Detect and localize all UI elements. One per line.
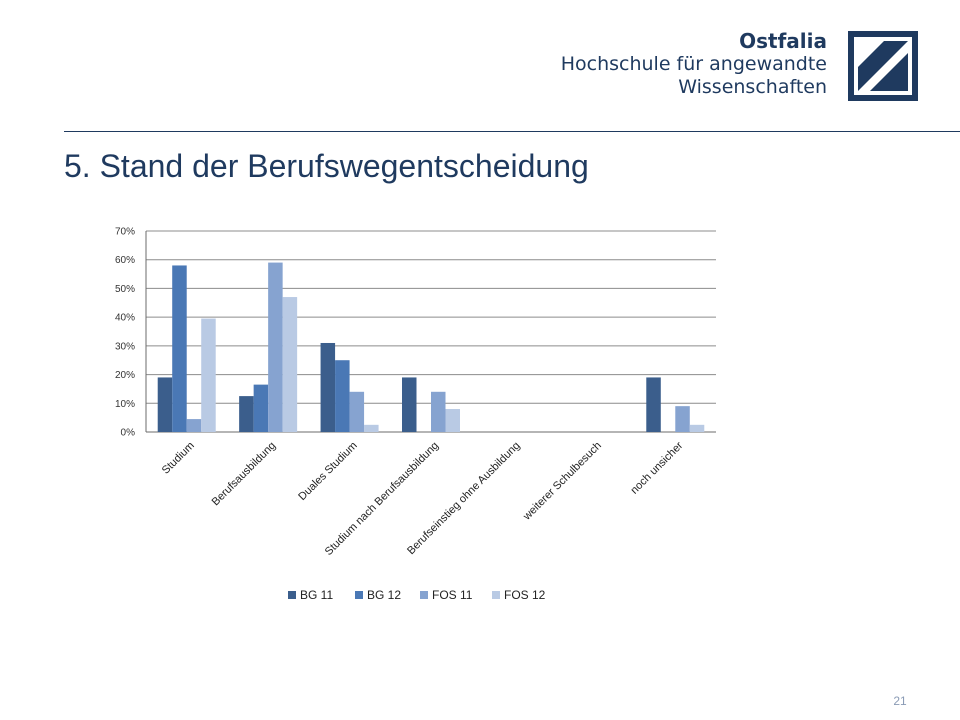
x-tick-label: Berufsausbildung xyxy=(210,440,279,509)
x-tick-label: Duales Studium xyxy=(296,440,359,503)
x-tick-label: noch unsicher xyxy=(628,439,685,496)
y-tick-label: 20% xyxy=(115,370,135,381)
bar-fos-11 xyxy=(268,262,283,432)
bar-fos-12 xyxy=(201,318,216,432)
bar-fos-11 xyxy=(675,406,690,432)
bar-bg-11 xyxy=(402,377,417,432)
legend-label: BG 12 xyxy=(367,588,401,602)
bar-fos-12 xyxy=(445,409,460,432)
legend-label: FOS 11 xyxy=(432,588,473,602)
logo-name: Ostfalia xyxy=(739,29,827,53)
page-number: 21 xyxy=(893,694,907,708)
bar-bg-12 xyxy=(172,265,187,432)
logo-text: Ostfalia Hochschule für angewandte Wisse… xyxy=(560,29,827,98)
bar-fos-12 xyxy=(689,424,705,432)
y-tick-label: 0% xyxy=(121,428,136,439)
bar-fos-11 xyxy=(431,391,446,432)
bar-fos-11 xyxy=(186,419,202,432)
x-tick-label: Studium xyxy=(160,440,197,477)
y-tick-label: 70% xyxy=(115,227,135,238)
y-tick-label: 60% xyxy=(115,255,135,266)
y-tick-label: 30% xyxy=(115,341,135,352)
y-tick-label: 40% xyxy=(115,313,135,324)
header-divider xyxy=(64,131,960,132)
x-tick-label: weiterer Schulbesuch xyxy=(520,440,604,524)
bar-bg-11 xyxy=(646,377,661,432)
legend-swatch xyxy=(288,591,296,599)
bar-bg-12 xyxy=(253,384,269,432)
y-tick-label: 50% xyxy=(115,284,135,295)
logo-subtitle-line-2: Wissenschaften xyxy=(678,75,827,98)
bar-bg-12 xyxy=(335,360,350,432)
ostfalia-logo-icon xyxy=(848,31,918,101)
bar-fos-12 xyxy=(364,424,379,432)
bar-fos-11 xyxy=(349,391,365,432)
bar-bg-11 xyxy=(320,342,336,432)
y-tick-label: 10% xyxy=(115,399,135,410)
legend-label: FOS 12 xyxy=(504,588,546,602)
bar-fos-12 xyxy=(282,297,298,432)
legend-swatch xyxy=(492,591,500,599)
logo-subtitle-line-1: Hochschule für angewandte xyxy=(560,53,827,76)
bar-bg-11 xyxy=(157,377,173,432)
bar-bg-11 xyxy=(239,396,254,432)
legend-label: BG 11 xyxy=(300,588,333,602)
legend-swatch xyxy=(355,591,363,599)
slide-title: 5. Stand der Berufswegentscheidung xyxy=(64,148,589,184)
legend-swatch xyxy=(420,591,428,599)
